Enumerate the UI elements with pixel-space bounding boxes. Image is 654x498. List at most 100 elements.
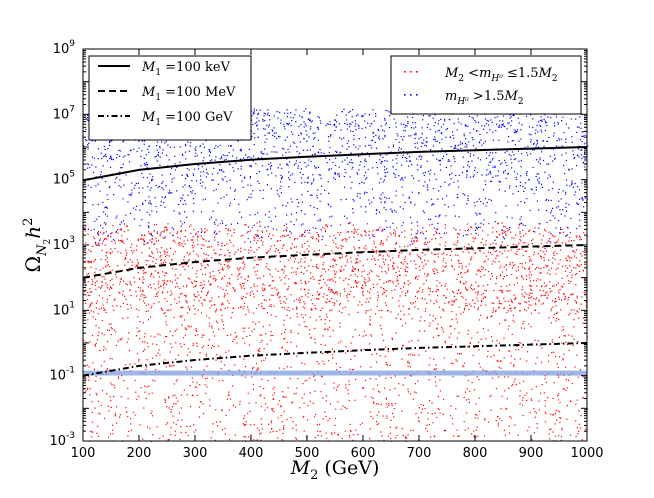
scatter-point xyxy=(463,362,465,364)
scatter-point xyxy=(410,353,412,355)
scatter-point xyxy=(270,166,272,168)
scatter-point xyxy=(582,131,584,133)
scatter-point xyxy=(541,347,543,349)
scatter-point xyxy=(326,395,328,397)
scatter-point xyxy=(270,420,273,422)
scatter-point xyxy=(558,336,561,338)
scatter-point xyxy=(417,308,419,310)
scatter-point xyxy=(320,229,322,231)
scatter-point xyxy=(298,299,300,301)
scatter-point xyxy=(398,175,400,177)
scatter-point xyxy=(386,403,388,405)
scatter-point xyxy=(173,210,175,212)
scatter-point xyxy=(135,182,137,185)
scatter-point xyxy=(446,128,448,130)
scatter-point xyxy=(193,286,195,288)
scatter-point xyxy=(576,295,578,297)
scatter-point xyxy=(321,274,323,276)
scatter-point xyxy=(384,271,386,273)
scatter-point xyxy=(129,304,132,306)
scatter-point xyxy=(434,369,436,371)
scatter-point xyxy=(381,160,383,163)
scatter-point xyxy=(353,296,355,298)
scatter-point xyxy=(211,246,213,248)
scatter-point xyxy=(310,336,312,338)
scatter-point xyxy=(498,234,500,236)
scatter-point xyxy=(143,297,145,299)
scatter-point xyxy=(164,336,166,338)
scatter-point xyxy=(272,394,274,396)
scatter-point xyxy=(196,330,198,332)
scatter-point xyxy=(364,113,366,115)
scatter-point xyxy=(467,197,469,200)
scatter-point xyxy=(369,316,371,318)
scatter-point xyxy=(553,285,555,287)
scatter-point xyxy=(286,109,288,111)
scatter-point xyxy=(491,263,493,265)
scatter-point xyxy=(498,307,500,309)
scatter-point xyxy=(379,279,381,281)
scatter-point xyxy=(183,240,185,242)
scatter-point xyxy=(284,266,286,268)
scatter-point xyxy=(214,439,216,441)
scatter-point xyxy=(474,238,476,240)
scatter-point xyxy=(409,393,411,395)
scatter-point xyxy=(148,385,150,387)
scatter-point xyxy=(347,140,349,142)
scatter-point xyxy=(414,354,416,356)
scatter-point xyxy=(534,339,536,341)
scatter-point xyxy=(111,251,113,253)
scatter-point xyxy=(224,295,226,297)
scatter-point xyxy=(507,310,509,312)
scatter-point xyxy=(304,289,306,291)
scatter-point xyxy=(84,230,86,232)
scatter-point xyxy=(252,160,254,162)
scatter-point xyxy=(384,136,386,138)
scatter-point xyxy=(499,181,502,183)
scatter-point xyxy=(389,232,391,234)
scatter-point xyxy=(492,309,494,312)
scatter-point xyxy=(173,383,175,385)
scatter-point xyxy=(272,234,274,236)
scatter-point xyxy=(126,411,128,413)
scatter-point xyxy=(401,410,403,412)
scatter-point xyxy=(85,118,88,120)
scatter-point xyxy=(102,267,104,269)
scatter-point xyxy=(581,182,583,184)
scatter-point xyxy=(494,166,496,168)
scatter-point xyxy=(465,299,467,301)
scatter-point xyxy=(490,409,492,411)
scatter-point xyxy=(106,393,108,395)
scatter-point xyxy=(390,419,392,421)
scatter-point xyxy=(143,238,145,240)
scatter-point xyxy=(540,286,543,288)
scatter-point xyxy=(242,308,244,310)
scatter-point xyxy=(211,325,213,327)
scatter-point xyxy=(468,303,470,305)
scatter-point xyxy=(253,239,255,241)
scatter-point xyxy=(573,338,575,340)
scatter-point xyxy=(557,290,560,292)
scatter-point xyxy=(107,329,109,331)
scatter-point xyxy=(193,202,195,204)
scatter-point xyxy=(279,276,281,279)
scatter-point xyxy=(311,308,313,310)
scatter-point xyxy=(99,238,101,240)
scatter-point xyxy=(289,317,292,319)
scatter-point xyxy=(520,342,522,344)
scatter-point xyxy=(107,436,110,438)
scatter-point xyxy=(116,176,118,178)
scatter-point xyxy=(536,124,538,127)
scatter-point xyxy=(546,284,548,286)
scatter-point xyxy=(165,315,167,317)
scatter-point xyxy=(337,434,339,436)
scatter-point xyxy=(551,290,553,292)
scatter-point xyxy=(554,242,556,244)
scatter-point xyxy=(255,307,258,309)
scatter-point xyxy=(465,247,467,249)
scatter-point xyxy=(575,267,577,269)
scatter-point xyxy=(585,301,587,303)
scatter-point xyxy=(104,155,106,157)
scatter-point xyxy=(376,210,378,212)
scatter-point xyxy=(340,266,342,268)
